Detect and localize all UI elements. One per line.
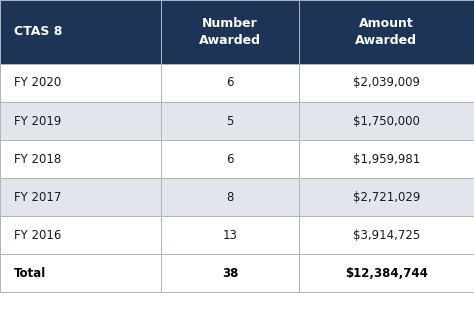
Bar [161, 64, 299, 102]
Bar [161, 254, 299, 292]
Bar [299, 102, 474, 140]
Text: 6: 6 [226, 76, 234, 90]
Text: Amount
Awarded: Amount Awarded [356, 17, 417, 47]
Text: CTAS 8: CTAS 8 [14, 26, 63, 38]
Bar [0, 178, 161, 216]
Text: FY 2018: FY 2018 [14, 153, 62, 166]
Bar [0, 140, 161, 178]
Text: $1,959,981: $1,959,981 [353, 153, 420, 166]
Bar [299, 0, 474, 64]
Text: $12,384,744: $12,384,744 [345, 267, 428, 280]
Bar [0, 0, 161, 64]
Bar [161, 0, 299, 64]
Text: FY 2019: FY 2019 [14, 115, 62, 128]
Bar [161, 102, 299, 140]
Text: $2,039,009: $2,039,009 [353, 76, 420, 90]
Bar [299, 140, 474, 178]
Text: FY 2017: FY 2017 [14, 191, 62, 204]
Bar [161, 216, 299, 254]
Bar [161, 178, 299, 216]
Bar [0, 64, 161, 102]
Text: Number
Awarded: Number Awarded [199, 17, 261, 47]
Text: 8: 8 [226, 191, 234, 204]
Text: Total: Total [14, 267, 46, 280]
Text: $2,721,029: $2,721,029 [353, 191, 420, 204]
Text: 38: 38 [222, 267, 238, 280]
Text: $3,914,725: $3,914,725 [353, 229, 420, 242]
Bar [299, 216, 474, 254]
Bar [299, 178, 474, 216]
Text: FY 2020: FY 2020 [14, 76, 62, 90]
Text: FY 2016: FY 2016 [14, 229, 62, 242]
Bar [299, 254, 474, 292]
Text: 5: 5 [226, 115, 234, 128]
Bar [161, 140, 299, 178]
Bar [0, 254, 161, 292]
Bar [299, 64, 474, 102]
Text: 13: 13 [222, 229, 237, 242]
Bar [0, 102, 161, 140]
Text: $1,750,000: $1,750,000 [353, 115, 420, 128]
Bar [0, 216, 161, 254]
Text: 6: 6 [226, 153, 234, 166]
